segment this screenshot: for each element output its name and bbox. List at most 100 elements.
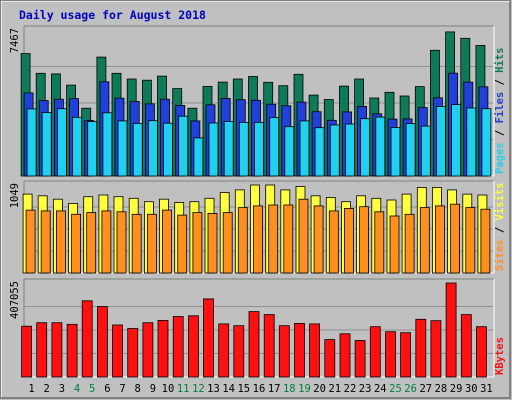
x-tick-label-day-13: 13 (207, 383, 220, 395)
bar-pages-day-7 (117, 120, 128, 177)
bar-pages-day-8 (132, 123, 143, 177)
bar-pages-day-20 (314, 127, 325, 177)
bar-kbytes-day-1 (21, 325, 33, 378)
bar-kbytes-day-20 (309, 323, 321, 378)
bar-sites-day-15 (237, 207, 248, 274)
bar-kbytes-day-23 (354, 340, 366, 378)
x-tick-label-day-4: 4 (74, 383, 80, 395)
x-tick-label-day-22: 22 (344, 383, 357, 395)
bar-pages-day-2 (41, 112, 52, 177)
x-tick-label-day-17: 17 (268, 383, 281, 395)
panel-visits-sites: 1049 Sites / Visits (9, 180, 506, 274)
bar-pages-day-13 (208, 122, 219, 177)
bar-pages-day-15 (238, 122, 249, 177)
x-tick-label-day-7: 7 (119, 383, 125, 395)
legend-top: Pages / Files / Hits (494, 48, 506, 174)
bar-pages-day-26 (405, 123, 416, 177)
x-tick-label-day-28: 28 (435, 383, 448, 395)
bar-sites-day-12 (192, 212, 203, 274)
bar-pages-day-5 (87, 121, 98, 177)
bar-sites-day-21 (328, 210, 339, 274)
bar-pages-day-29 (451, 104, 462, 177)
bar-pages-day-31 (481, 108, 492, 177)
x-tick-label-day-2: 2 (44, 383, 50, 395)
x-tick-label-day-3: 3 (59, 383, 65, 395)
bar-kbytes-day-30 (460, 314, 472, 378)
x-tick-label-day-10: 10 (162, 383, 175, 395)
bar-pages-day-25 (390, 127, 401, 177)
bar-kbytes-day-7 (112, 324, 123, 378)
bar-sites-day-17 (268, 204, 279, 274)
bar-sites-day-30 (465, 207, 476, 274)
bar-pages-day-11 (178, 115, 189, 177)
bar-pages-day-22 (345, 123, 355, 177)
bar-sites-day-26 (404, 213, 415, 274)
x-tick-label-day-29: 29 (450, 383, 463, 395)
bar-sites-day-16 (253, 205, 263, 274)
bar-kbytes-day-22 (339, 333, 351, 378)
bar-pages-day-28 (435, 106, 446, 177)
y-max-label-bottom: 407055 (9, 281, 21, 319)
legend-item-visits: Visits (494, 182, 506, 220)
bar-sites-day-13 (207, 212, 218, 274)
bar-pages-day-17 (269, 117, 280, 177)
bar-pages-day-23 (360, 118, 371, 177)
bar-pages-day-3 (57, 108, 67, 177)
bar-sites-day-29 (450, 203, 461, 274)
bar-sites-day-25 (389, 215, 400, 274)
bar-sites-day-8 (131, 213, 142, 274)
bar-kbytes-day-2 (36, 322, 48, 378)
bar-pages-day-9 (147, 120, 158, 177)
bar-kbytes-day-24 (369, 326, 381, 378)
bar-kbytes-day-21 (324, 339, 336, 378)
bar-sites-day-1 (25, 209, 36, 274)
bar-pages-day-24 (375, 116, 386, 177)
x-tick-label-day-27: 27 (419, 383, 432, 395)
bar-kbytes-day-27 (415, 318, 427, 378)
bar-sites-day-11 (177, 214, 188, 274)
x-tick-label-day-23: 23 (359, 383, 372, 395)
bar-pages-day-18 (284, 126, 295, 177)
bar-sites-day-3 (56, 210, 66, 274)
legend-separator: / (494, 73, 506, 92)
x-tick-label-day-8: 8 (135, 383, 141, 395)
x-tick-label-day-11: 11 (177, 383, 190, 395)
x-tick-label-day-19: 19 (298, 383, 311, 395)
bar-kbytes-day-19 (294, 322, 305, 378)
bar-pages-day-16 (254, 122, 264, 177)
x-tick-label-day-12: 12 (192, 383, 205, 395)
bar-sites-day-22 (344, 207, 354, 274)
bar-kbytes-day-8 (127, 328, 139, 378)
bar-pages-day-21 (329, 124, 340, 177)
bar-pages-day-1 (26, 108, 37, 177)
x-tick-label-day-15: 15 (237, 383, 250, 395)
bar-kbytes-day-6 (97, 306, 108, 378)
bar-sites-day-23 (359, 206, 370, 274)
bar-kbytes-day-17 (263, 314, 275, 378)
x-tick-label-day-21: 21 (328, 383, 341, 395)
y-max-label-top: 7467 (9, 28, 21, 53)
legend-item-sites: Sites (494, 239, 506, 271)
x-tick-label-day-16: 16 (253, 383, 266, 395)
bar-pages-day-4 (72, 116, 82, 177)
legend-item-pages: Pages (494, 142, 506, 174)
bar-sites-day-27 (419, 207, 430, 274)
bar-sites-day-24 (374, 211, 385, 274)
bar-sites-day-6 (101, 210, 112, 274)
bar-kbytes-day-3 (51, 322, 63, 378)
x-tick-label-day-14: 14 (222, 383, 235, 395)
legend-separator: / (494, 220, 506, 239)
bar-pages-day-14 (223, 121, 234, 177)
x-tick-label-day-1: 1 (28, 383, 34, 395)
bar-kbytes-day-10 (157, 319, 169, 378)
bar-sites-day-18 (283, 204, 294, 274)
bar-kbytes-day-13 (203, 298, 214, 378)
panel-hits-files-pages: 7467 Pages / Files / Hits (9, 25, 506, 177)
bar-kbytes-day-5 (81, 300, 93, 378)
bar-pages-day-10 (163, 122, 173, 177)
bar-sites-day-9 (146, 213, 157, 274)
bar-kbytes-day-12 (187, 315, 199, 378)
bar-kbytes-day-25 (385, 331, 396, 378)
